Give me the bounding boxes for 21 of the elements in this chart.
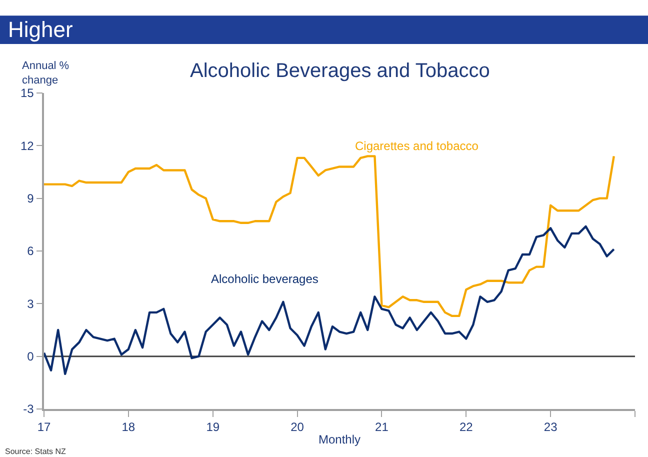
y-tick-label: 0 [27,350,34,364]
y-tick-label: 3 [27,296,34,311]
y-tick-label: 9 [27,192,34,206]
y-tick-label: 12 [20,138,34,153]
series-label: Cigarettes and tobacco [355,139,479,153]
source-note: Source: Stats NZ [5,447,66,456]
x-tick-label: 17 [37,420,51,434]
x-axis-title: Monthly [318,432,361,447]
x-tick-label: 20 [290,420,304,434]
x-tick-label: 18 [122,420,136,434]
text: Alcoholic beverages [211,272,318,286]
chart-subtitle: Alcoholic Beverages and Tobacco [190,60,490,82]
chart-title: Higher [8,17,73,42]
y-tick-label: 6 [27,244,34,258]
y-tick-label: 15 [20,86,34,100]
x-tick-label: 22 [459,420,474,434]
x-tick-label: 19 [206,420,220,434]
y-tick-label: -3 [23,402,34,416]
y-axis-title: Annual % change [22,60,70,86]
x-tick-label: 21 [375,420,389,434]
x-tick-label: 23 [544,420,558,434]
